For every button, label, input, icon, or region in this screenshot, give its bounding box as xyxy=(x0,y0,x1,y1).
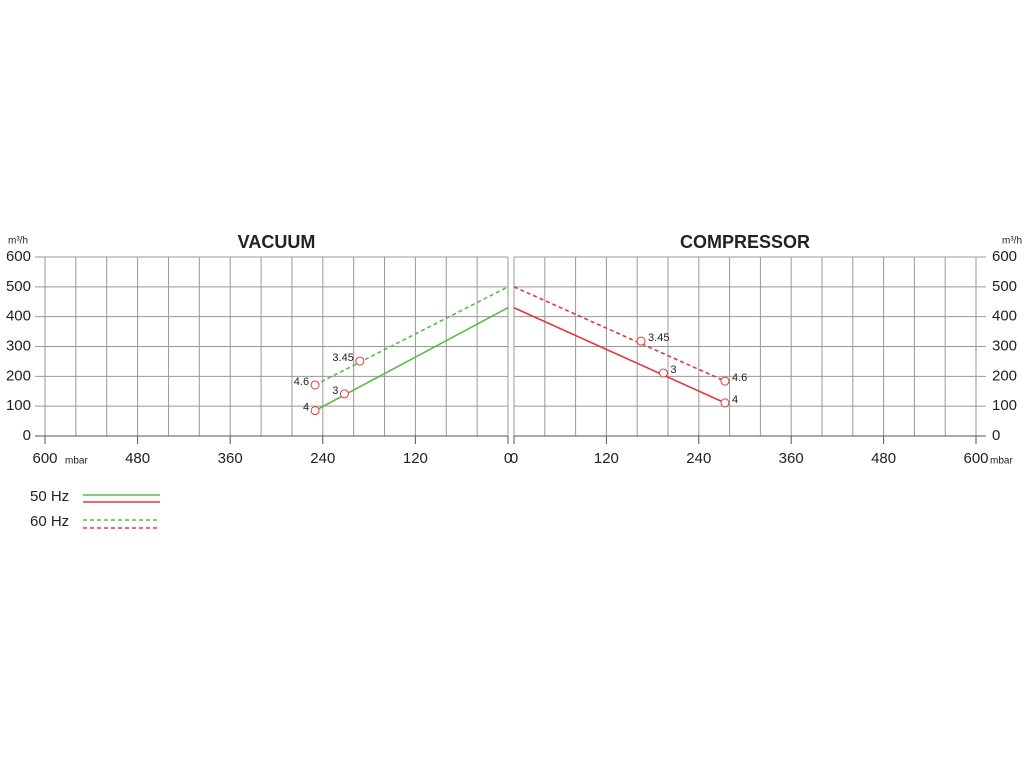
point-label: 3.45 xyxy=(648,332,669,344)
chart-title: VACUUM xyxy=(238,232,316,252)
point-label: 3 xyxy=(670,364,676,376)
point-label: 3.45 xyxy=(332,352,353,364)
x-axis-label: mbar xyxy=(65,456,88,467)
x-tick-label: 360 xyxy=(218,450,243,467)
point-marker xyxy=(310,406,320,416)
y-tick-label: 300 xyxy=(992,337,1017,354)
point-label: 4.6 xyxy=(294,376,309,388)
x-tick-label: 240 xyxy=(686,450,711,467)
y-axis-label: m³/h xyxy=(8,236,28,247)
point-marker xyxy=(339,389,349,399)
x-tick-label: 120 xyxy=(403,450,428,467)
series-line xyxy=(314,286,509,386)
x-tick-label: 0 xyxy=(504,450,512,467)
y-tick-label: 100 xyxy=(992,397,1017,414)
x-tick-label: 120 xyxy=(594,450,619,467)
point-label: 4 xyxy=(303,402,309,414)
y-axis-label: m³/h xyxy=(1002,236,1022,247)
y-tick-label: 500 xyxy=(6,278,31,295)
y-tick-label: 400 xyxy=(992,308,1017,325)
point-marker xyxy=(310,380,320,390)
y-tick-label: 300 xyxy=(6,337,31,354)
y-tick-label: 600 xyxy=(6,248,31,265)
y-tick-label: 100 xyxy=(6,397,31,414)
x-tick-label: 600 xyxy=(963,450,988,467)
x-axis-label: mbar xyxy=(990,456,1013,467)
x-tick-label: 480 xyxy=(871,450,896,467)
chart-title: COMPRESSOR xyxy=(680,232,810,252)
point-label: 3 xyxy=(332,385,338,397)
point-marker xyxy=(720,376,730,386)
series-line xyxy=(513,286,726,382)
y-tick-label: 600 xyxy=(992,248,1017,265)
y-tick-label: 500 xyxy=(992,278,1017,295)
point-marker xyxy=(720,398,730,408)
x-tick-label: 240 xyxy=(310,450,335,467)
legend-label: 60 Hz xyxy=(30,513,69,530)
x-tick-label: 480 xyxy=(125,450,150,467)
y-tick-label: 0 xyxy=(992,427,1000,444)
y-tick-label: 400 xyxy=(6,308,31,325)
point-marker xyxy=(658,368,668,378)
point-marker xyxy=(355,356,365,366)
x-tick-label: 600 xyxy=(32,450,57,467)
x-tick-label: 0 xyxy=(510,450,518,467)
point-label: 4.6 xyxy=(732,372,747,384)
x-tick-label: 360 xyxy=(779,450,804,467)
point-label: 4 xyxy=(732,394,738,406)
y-tick-label: 200 xyxy=(6,367,31,384)
legend-label: 50 Hz xyxy=(30,488,69,505)
y-tick-label: 0 xyxy=(23,427,31,444)
y-tick-label: 200 xyxy=(992,367,1017,384)
point-marker xyxy=(636,336,646,346)
series-line xyxy=(513,306,726,404)
